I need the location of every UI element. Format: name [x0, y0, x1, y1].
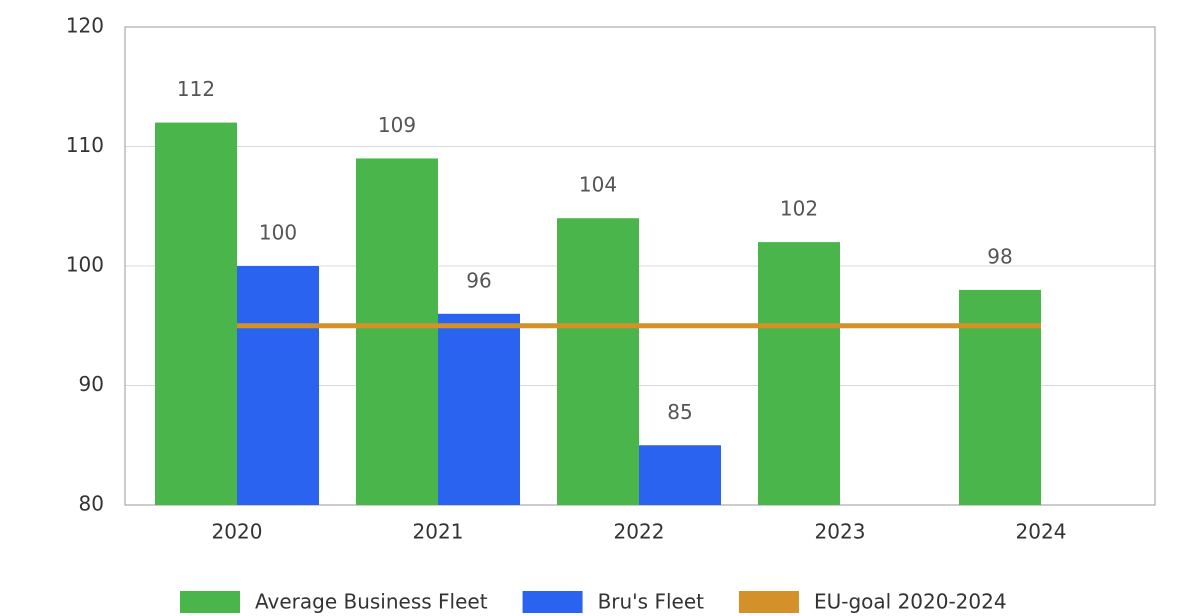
bar — [237, 266, 319, 505]
y-tick-label: 110 — [66, 133, 104, 157]
x-tick-label: 2024 — [1016, 520, 1067, 544]
legend-swatch — [522, 591, 583, 613]
y-tick-label: 100 — [66, 253, 104, 277]
legend-label: EU-goal 2020-2024 — [814, 590, 1007, 614]
bar — [758, 242, 840, 505]
x-tick-label: 2021 — [413, 520, 464, 544]
legend-swatch — [180, 591, 240, 613]
data-label: 104 — [579, 173, 617, 197]
data-label: 109 — [378, 113, 416, 137]
data-label: 112 — [177, 77, 215, 101]
legend-label: Average Business Fleet — [255, 590, 488, 614]
y-tick-label: 120 — [66, 14, 104, 38]
bar — [959, 289, 1041, 505]
data-label: 100 — [259, 221, 297, 245]
bar — [356, 158, 438, 505]
x-tick-label: 2023 — [815, 520, 866, 544]
y-tick-label: 80 — [79, 492, 104, 516]
bar — [639, 445, 721, 505]
x-tick-label: 2020 — [212, 520, 263, 544]
legend-swatch — [738, 591, 799, 613]
y-tick-label: 90 — [79, 372, 104, 396]
data-label: 98 — [987, 244, 1012, 268]
data-label: 85 — [667, 400, 692, 424]
bar — [155, 122, 237, 505]
legend-label: Bru's Fleet — [598, 590, 705, 614]
bar — [557, 218, 639, 505]
x-tick-label: 2022 — [614, 520, 665, 544]
data-label: 96 — [466, 268, 491, 292]
bar — [438, 313, 520, 505]
data-label: 102 — [780, 197, 818, 221]
